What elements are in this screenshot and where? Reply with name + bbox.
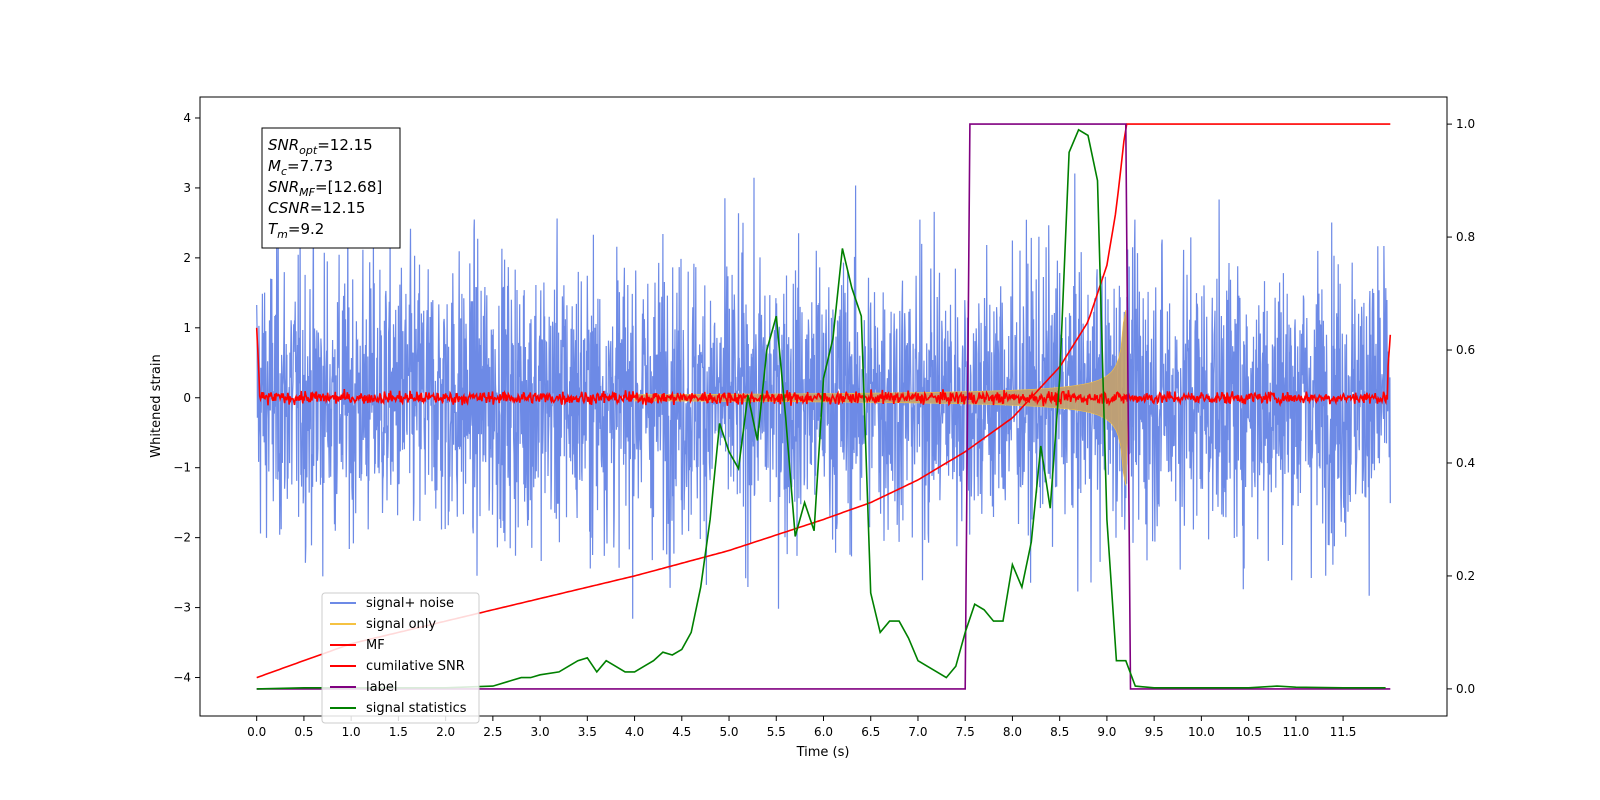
legend-label: signal statistics bbox=[366, 701, 467, 716]
y2-tick-label: 0.8 bbox=[1456, 230, 1475, 244]
y2-tick-label: 0.6 bbox=[1456, 343, 1475, 357]
y-tick-label: −1 bbox=[173, 461, 191, 475]
legend-label: label bbox=[366, 680, 397, 695]
x-tick-label: 3.0 bbox=[531, 725, 550, 739]
x-tick-label: 5.5 bbox=[767, 725, 786, 739]
y2-tick-label: 0.2 bbox=[1456, 569, 1475, 583]
y-tick-label: 2 bbox=[183, 251, 191, 265]
x-tick-label: 1.0 bbox=[342, 725, 361, 739]
x-tick-label: 10.0 bbox=[1188, 725, 1215, 739]
x-tick-label: 8.5 bbox=[1050, 725, 1069, 739]
x-tick-label: 1.5 bbox=[389, 725, 408, 739]
x-tick-label: 6.5 bbox=[861, 725, 880, 739]
x-tick-label: 2.5 bbox=[483, 725, 502, 739]
x-tick-label: 4.5 bbox=[672, 725, 691, 739]
annotation-line: SNRopt=12.15 bbox=[268, 136, 373, 157]
x-tick-label: 9.0 bbox=[1097, 725, 1116, 739]
x-tick-label: 6.0 bbox=[814, 725, 833, 739]
series-line-signal-statistics bbox=[256, 128, 1386, 690]
y-tick-label: 4 bbox=[183, 111, 191, 125]
annotation-line: SNRMF=[12.68] bbox=[268, 178, 382, 199]
y-tick-label: 0 bbox=[183, 391, 191, 405]
x-tick-label: 0.0 bbox=[247, 725, 266, 739]
y-tick-label: 1 bbox=[183, 321, 191, 335]
x-tick-label: 11.0 bbox=[1282, 725, 1309, 739]
x-axis-label: Time (s) bbox=[796, 745, 850, 760]
annotation-line: Mc=7.73 bbox=[268, 157, 333, 178]
series-line-mf bbox=[255, 327, 1392, 408]
y2-tick-label: 1.0 bbox=[1456, 117, 1475, 131]
legend-label: cumilative SNR bbox=[366, 659, 465, 674]
legend-label: signal+ noise bbox=[366, 596, 454, 611]
y-tick-label: −3 bbox=[173, 601, 191, 615]
y-tick-label: 3 bbox=[183, 181, 191, 195]
series-line-signal-noise bbox=[256, 173, 1391, 619]
y-tick-label: −4 bbox=[173, 671, 191, 685]
plot-frame bbox=[199, 96, 1448, 717]
x-tick-label: 3.5 bbox=[578, 725, 597, 739]
x-tick-label: 0.5 bbox=[294, 725, 313, 739]
y2-axis-ticks: 1.0 0.8 0.6 0.4 0.2 0.0 bbox=[1447, 117, 1475, 696]
annotation-line: Tm=9.2 bbox=[268, 220, 324, 241]
legend-label: signal only bbox=[366, 617, 436, 632]
y2-tick-label: 0.4 bbox=[1456, 456, 1475, 470]
series-line-label bbox=[256, 123, 1391, 690]
x-tick-label: 5.0 bbox=[719, 725, 738, 739]
stats-annotation: SNRopt=12.15Mc=7.73SNRMF=[12.68]CSNR=12.… bbox=[261, 127, 401, 249]
y-axis-label: Whitened strain bbox=[149, 354, 164, 457]
x-tick-label: 10.5 bbox=[1235, 725, 1262, 739]
annotation-line: CSNR=12.15 bbox=[268, 199, 365, 217]
x-tick-label: 11.5 bbox=[1330, 725, 1357, 739]
x-tick-label: 7.0 bbox=[908, 725, 927, 739]
legend-box bbox=[321, 592, 480, 724]
y-axis-ticks: 4 3 2 1 0 −1 −2 −3 −4 bbox=[173, 111, 200, 685]
x-tick-label: 7.5 bbox=[956, 725, 975, 739]
legend: signal+ noise signal only MF cumilative SNR… bbox=[321, 592, 480, 724]
x-tick-label: 9.5 bbox=[1145, 725, 1164, 739]
y-tick-label: −2 bbox=[173, 531, 191, 545]
legend-label: MF bbox=[366, 638, 385, 653]
x-tick-label: 8.0 bbox=[1003, 725, 1022, 739]
stats-annotation-box bbox=[261, 127, 401, 249]
x-tick-label: 2.0 bbox=[436, 725, 455, 739]
x-tick-label: 4.0 bbox=[625, 725, 644, 739]
x-axis-ticks: 0.0 0.5 1.0 1.5 2.0 2.5 3.0 3.5 4.0 4.5 5.0 5.5 6.0 6… bbox=[247, 716, 1356, 739]
y2-tick-label: 0.0 bbox=[1456, 682, 1475, 696]
